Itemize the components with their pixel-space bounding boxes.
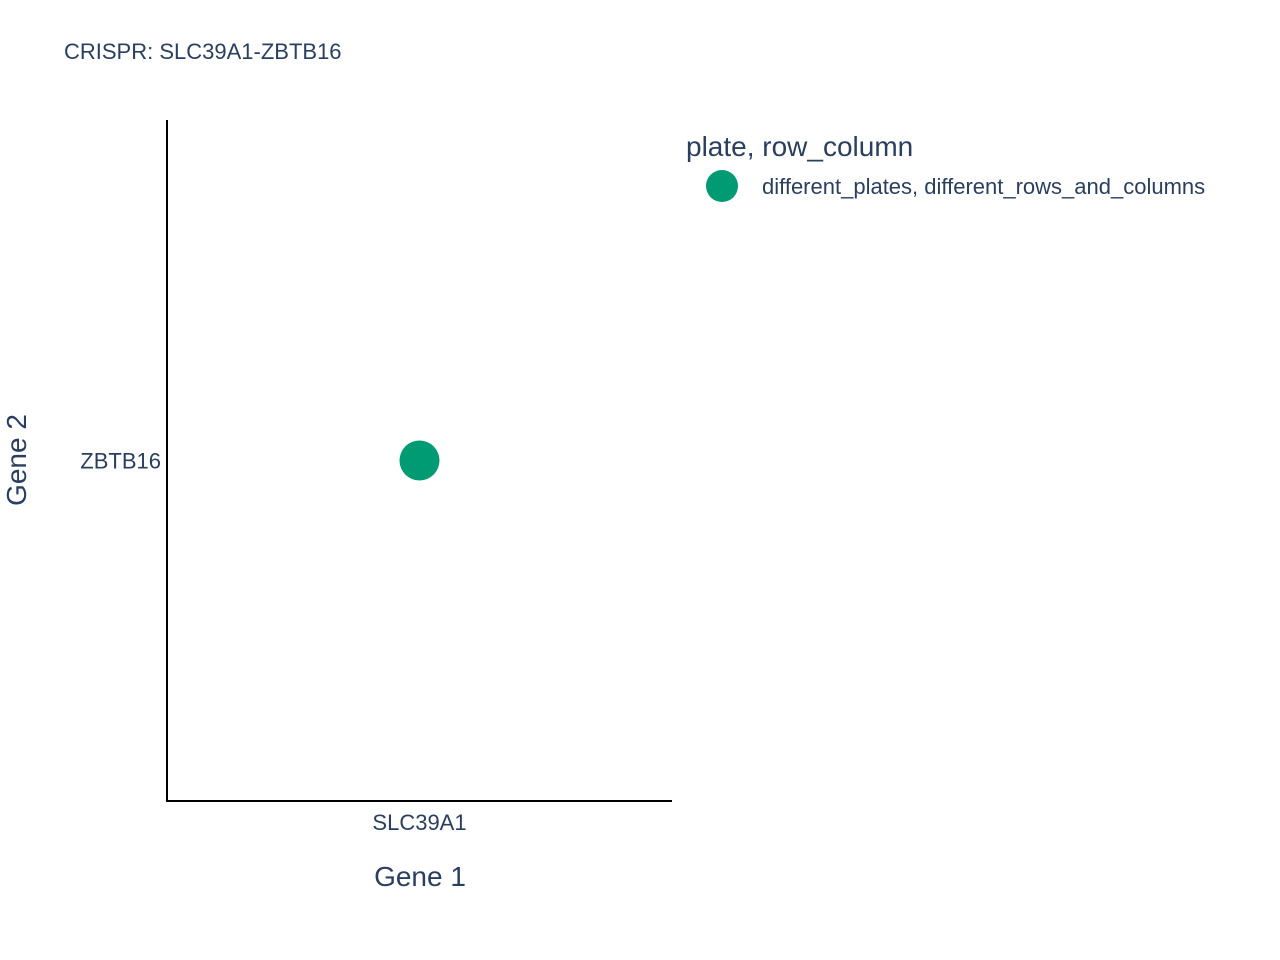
x-tick-labels: SLC39A1 (372, 810, 466, 835)
y-tick-labels: ZBTB16 (80, 449, 161, 474)
data-points (399, 440, 440, 481)
legend-title: plate, row_column (686, 131, 913, 162)
legend-marker (706, 170, 738, 202)
legend: plate, row_column different_plates, diff… (686, 131, 1205, 202)
legend-items: different_plates, different_rows_and_col… (706, 170, 1205, 202)
legend-item-label: different_plates, different_rows_and_col… (762, 174, 1205, 199)
plot-area: SLC39A1 ZBTB16 (80, 120, 672, 835)
y-axis-title: Gene 2 (1, 414, 32, 506)
y-tick-label: ZBTB16 (80, 449, 161, 474)
chart-title: CRISPR: SLC39A1-ZBTB16 (64, 39, 342, 64)
legend-item[interactable]: different_plates, different_rows_and_col… (706, 170, 1205, 202)
x-axis-title: Gene 1 (374, 861, 466, 892)
data-point[interactable] (399, 440, 440, 481)
x-tick-label: SLC39A1 (372, 810, 466, 835)
